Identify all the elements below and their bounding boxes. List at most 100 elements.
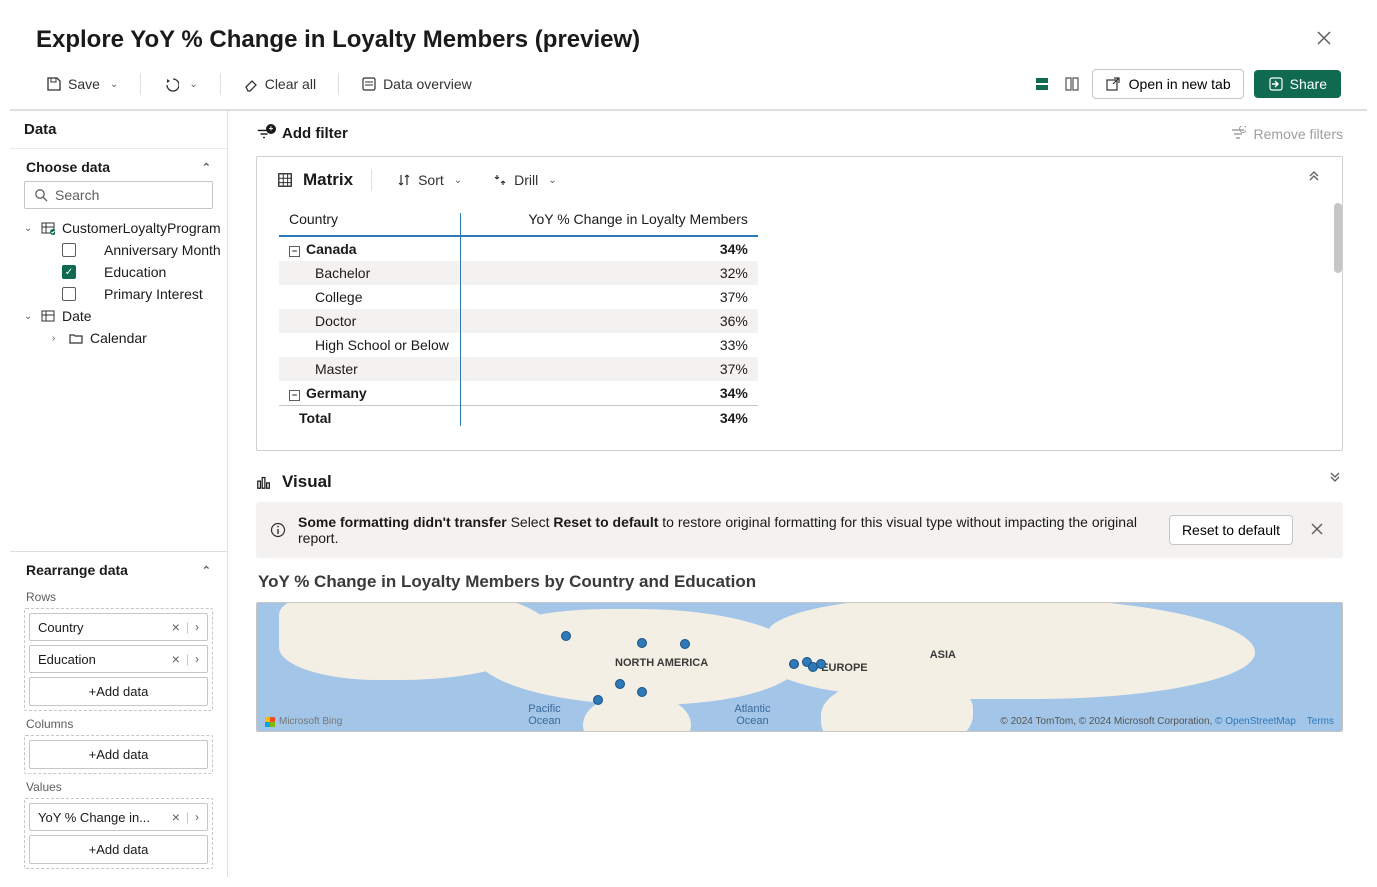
separator bbox=[338, 73, 339, 95]
microsoft-logo-icon bbox=[265, 717, 275, 727]
search-icon bbox=[33, 187, 49, 203]
open-new-tab-button[interactable]: Open in new tab bbox=[1092, 69, 1244, 99]
add-filter-button[interactable]: + Add filter bbox=[256, 125, 348, 142]
search-input[interactable]: Search bbox=[24, 181, 213, 209]
map-data-point[interactable] bbox=[789, 659, 799, 669]
remove-icon[interactable]: × bbox=[172, 651, 180, 667]
expand-panel-button[interactable] bbox=[1327, 471, 1343, 492]
map-visual[interactable]: NORTH AMERICA EUROPE ASIA PacificOcean A… bbox=[256, 602, 1343, 732]
chevron-down-icon: ⌄ bbox=[110, 79, 118, 90]
clear-all-button[interactable]: Clear all bbox=[237, 72, 322, 96]
tree-table-clp[interactable]: ⌄ CustomerLoyaltyProgram bbox=[24, 217, 221, 239]
checkbox-unchecked-icon[interactable] bbox=[62, 287, 76, 301]
map-attr-terms-link[interactable]: Terms bbox=[1307, 716, 1334, 727]
sort-icon bbox=[396, 172, 412, 188]
rows-well[interactable]: Country ×|› Education ×|› +Add data bbox=[24, 608, 213, 711]
chart-icon bbox=[256, 474, 272, 490]
collapse-panel-button[interactable] bbox=[1306, 170, 1322, 191]
remove-filters-label: Remove filters bbox=[1254, 126, 1343, 142]
row-value: 36% bbox=[484, 309, 757, 333]
sort-button[interactable]: Sort ⌄ bbox=[390, 171, 468, 189]
eraser-icon bbox=[243, 76, 259, 92]
col-header-country[interactable]: Country bbox=[279, 203, 484, 236]
map-label-as: ASIA bbox=[930, 649, 956, 661]
warning-bar: Some formatting didn't transfer Select R… bbox=[256, 502, 1343, 558]
save-button[interactable]: Save ⌄ bbox=[40, 72, 124, 96]
col-header-value[interactable]: YoY % Change in Loyalty Members bbox=[484, 203, 757, 236]
tree-field-education[interactable]: ✓ Education bbox=[24, 261, 221, 283]
search-placeholder: Search bbox=[55, 187, 99, 203]
side-icon bbox=[1064, 76, 1080, 92]
add-data-rows[interactable]: +Add data bbox=[29, 677, 208, 706]
table-row[interactable]: College37% bbox=[279, 285, 758, 309]
open-new-tab-label: Open in new tab bbox=[1129, 76, 1231, 92]
map-attr-osm-link[interactable]: © OpenStreetMap bbox=[1215, 716, 1296, 727]
map-data-point[interactable] bbox=[637, 638, 647, 648]
matrix-icon bbox=[277, 172, 293, 188]
table-row[interactable]: Bachelor32% bbox=[279, 261, 758, 285]
table-row[interactable]: Doctor36% bbox=[279, 309, 758, 333]
drill-button[interactable]: Drill ⌄ bbox=[486, 171, 563, 189]
table-row[interactable]: −Germany34% bbox=[279, 381, 758, 406]
remove-filters-button[interactable]: Remove filters bbox=[1230, 126, 1343, 142]
collapse-icon[interactable]: − bbox=[289, 246, 300, 257]
map-data-point[interactable] bbox=[615, 679, 625, 689]
columns-well[interactable]: +Add data bbox=[24, 735, 213, 774]
share-button[interactable]: Share bbox=[1254, 70, 1341, 98]
map-data-point[interactable] bbox=[561, 631, 571, 641]
checkbox-checked-icon[interactable]: ✓ bbox=[62, 265, 76, 279]
tree-field-primary-interest[interactable]: Primary Interest bbox=[24, 283, 221, 305]
chevron-right-icon[interactable]: › bbox=[195, 652, 199, 666]
add-data-columns[interactable]: +Add data bbox=[29, 740, 208, 769]
chevron-up-icon: ⌃ bbox=[202, 564, 211, 577]
tree-table-date[interactable]: ⌄ Date bbox=[24, 305, 221, 327]
share-icon bbox=[1268, 76, 1284, 92]
row-value: 32% bbox=[484, 261, 757, 285]
folder-icon bbox=[68, 330, 84, 346]
table-row[interactable]: Master37% bbox=[279, 357, 758, 381]
sort-label: Sort bbox=[418, 172, 444, 188]
reset-to-default-button[interactable]: Reset to default bbox=[1169, 515, 1293, 545]
caret-down-icon: ⌄ bbox=[24, 223, 34, 234]
layout-toggle-side[interactable] bbox=[1062, 74, 1082, 94]
table-icon bbox=[40, 308, 56, 324]
checkbox-unchecked-icon[interactable] bbox=[62, 243, 76, 257]
data-overview-button[interactable]: Data overview bbox=[355, 72, 478, 96]
table-row-total: Total34% bbox=[279, 406, 758, 431]
tree-folder-calendar[interactable]: › Calendar bbox=[24, 327, 221, 349]
chevron-up-icon: ⌃ bbox=[202, 161, 211, 174]
row-value: 37% bbox=[484, 357, 757, 381]
field-chip-country[interactable]: Country ×|› bbox=[29, 613, 208, 641]
chip-label: Education bbox=[38, 652, 96, 667]
field-chip-yoy[interactable]: YoY % Change in... ×|› bbox=[29, 803, 208, 831]
field-chip-education[interactable]: Education ×|› bbox=[29, 645, 208, 673]
collapse-icon[interactable]: − bbox=[289, 390, 300, 401]
share-label: Share bbox=[1290, 76, 1327, 92]
values-well[interactable]: YoY % Change in... ×|› +Add data bbox=[24, 798, 213, 869]
add-data-values[interactable]: +Add data bbox=[29, 835, 208, 864]
map-data-point[interactable] bbox=[680, 639, 690, 649]
table-row[interactable]: −Canada34% bbox=[279, 236, 758, 261]
undo-button[interactable]: ⌄ bbox=[157, 72, 203, 96]
remove-icon[interactable]: × bbox=[172, 619, 180, 635]
map-label-atlantic: AtlanticOcean bbox=[734, 703, 770, 727]
tree-field-anniversary[interactable]: Anniversary Month bbox=[24, 239, 221, 261]
choose-data-header[interactable]: Choose data ⌃ bbox=[10, 149, 227, 181]
data-overview-label: Data overview bbox=[383, 76, 472, 92]
scrollbar[interactable] bbox=[1334, 203, 1342, 273]
field-label: Primary Interest bbox=[104, 286, 203, 302]
rows-section-label: Rows bbox=[10, 584, 227, 608]
divider: | bbox=[186, 620, 189, 634]
table-row[interactable]: High School or Below33% bbox=[279, 333, 758, 357]
remove-icon[interactable]: × bbox=[172, 809, 180, 825]
visual-section-title: Visual bbox=[282, 472, 332, 492]
rearrange-header[interactable]: Rearrange data ⌃ bbox=[10, 552, 227, 584]
map-brand: Microsoft Bing bbox=[265, 716, 342, 727]
dismiss-warning-button[interactable] bbox=[1305, 522, 1329, 538]
chevron-right-icon[interactable]: › bbox=[195, 620, 199, 634]
close-button[interactable] bbox=[1307, 22, 1341, 57]
chevron-right-icon[interactable]: › bbox=[195, 810, 199, 824]
separator bbox=[140, 73, 141, 95]
layout-toggle-stacked[interactable] bbox=[1032, 74, 1052, 94]
map-attribution: © 2024 TomTom, © 2024 Microsoft Corporat… bbox=[1000, 716, 1334, 727]
